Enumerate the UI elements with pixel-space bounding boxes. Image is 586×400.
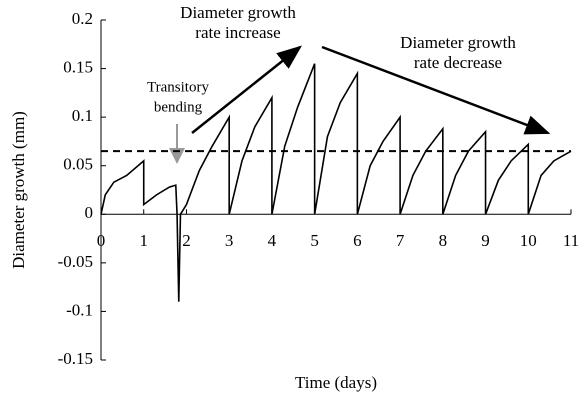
y-tick-label: 0.15 [63,57,93,76]
y-tick-label: 0.1 [72,106,93,125]
y-tick-label: -0.1 [66,300,93,319]
x-tick-label: 9 [481,231,490,250]
x-tick-label: 11 [563,231,579,250]
x-axis-title: Time (days) [295,373,377,392]
y-axis-title: Diameter growth (mm) [9,111,28,269]
decrease-arrow [321,45,551,135]
annotation: rate increase [195,23,280,42]
x-tick-label: 2 [182,231,191,250]
annotation: Transitory [147,79,209,95]
y-tick-label: -0.05 [58,252,93,271]
y-tick-label: 0 [85,203,94,222]
annotation: Diameter growth [400,33,516,52]
x-tick-label: 8 [439,231,448,250]
annotation: rate decrease [414,53,502,72]
x-tick-label: 1 [139,231,148,250]
annotation: Diameter growth [180,3,296,22]
annotation: bending [154,99,203,115]
y-tick-label: -0.15 [58,349,93,368]
x-tick-label: 6 [353,231,362,250]
x-tick-label: 5 [310,231,319,250]
y-tick-label: 0.2 [72,9,93,28]
data-line [100,63,572,302]
x-tick-label: 4 [268,231,277,250]
y-tick-label: 0.05 [63,155,93,174]
x-tick-label: 3 [225,231,234,250]
x-tick-label: 10 [520,231,537,250]
increase-arrow [191,45,302,134]
x-tick-label: 7 [396,231,405,250]
x-tick-label: 0 [97,231,106,250]
